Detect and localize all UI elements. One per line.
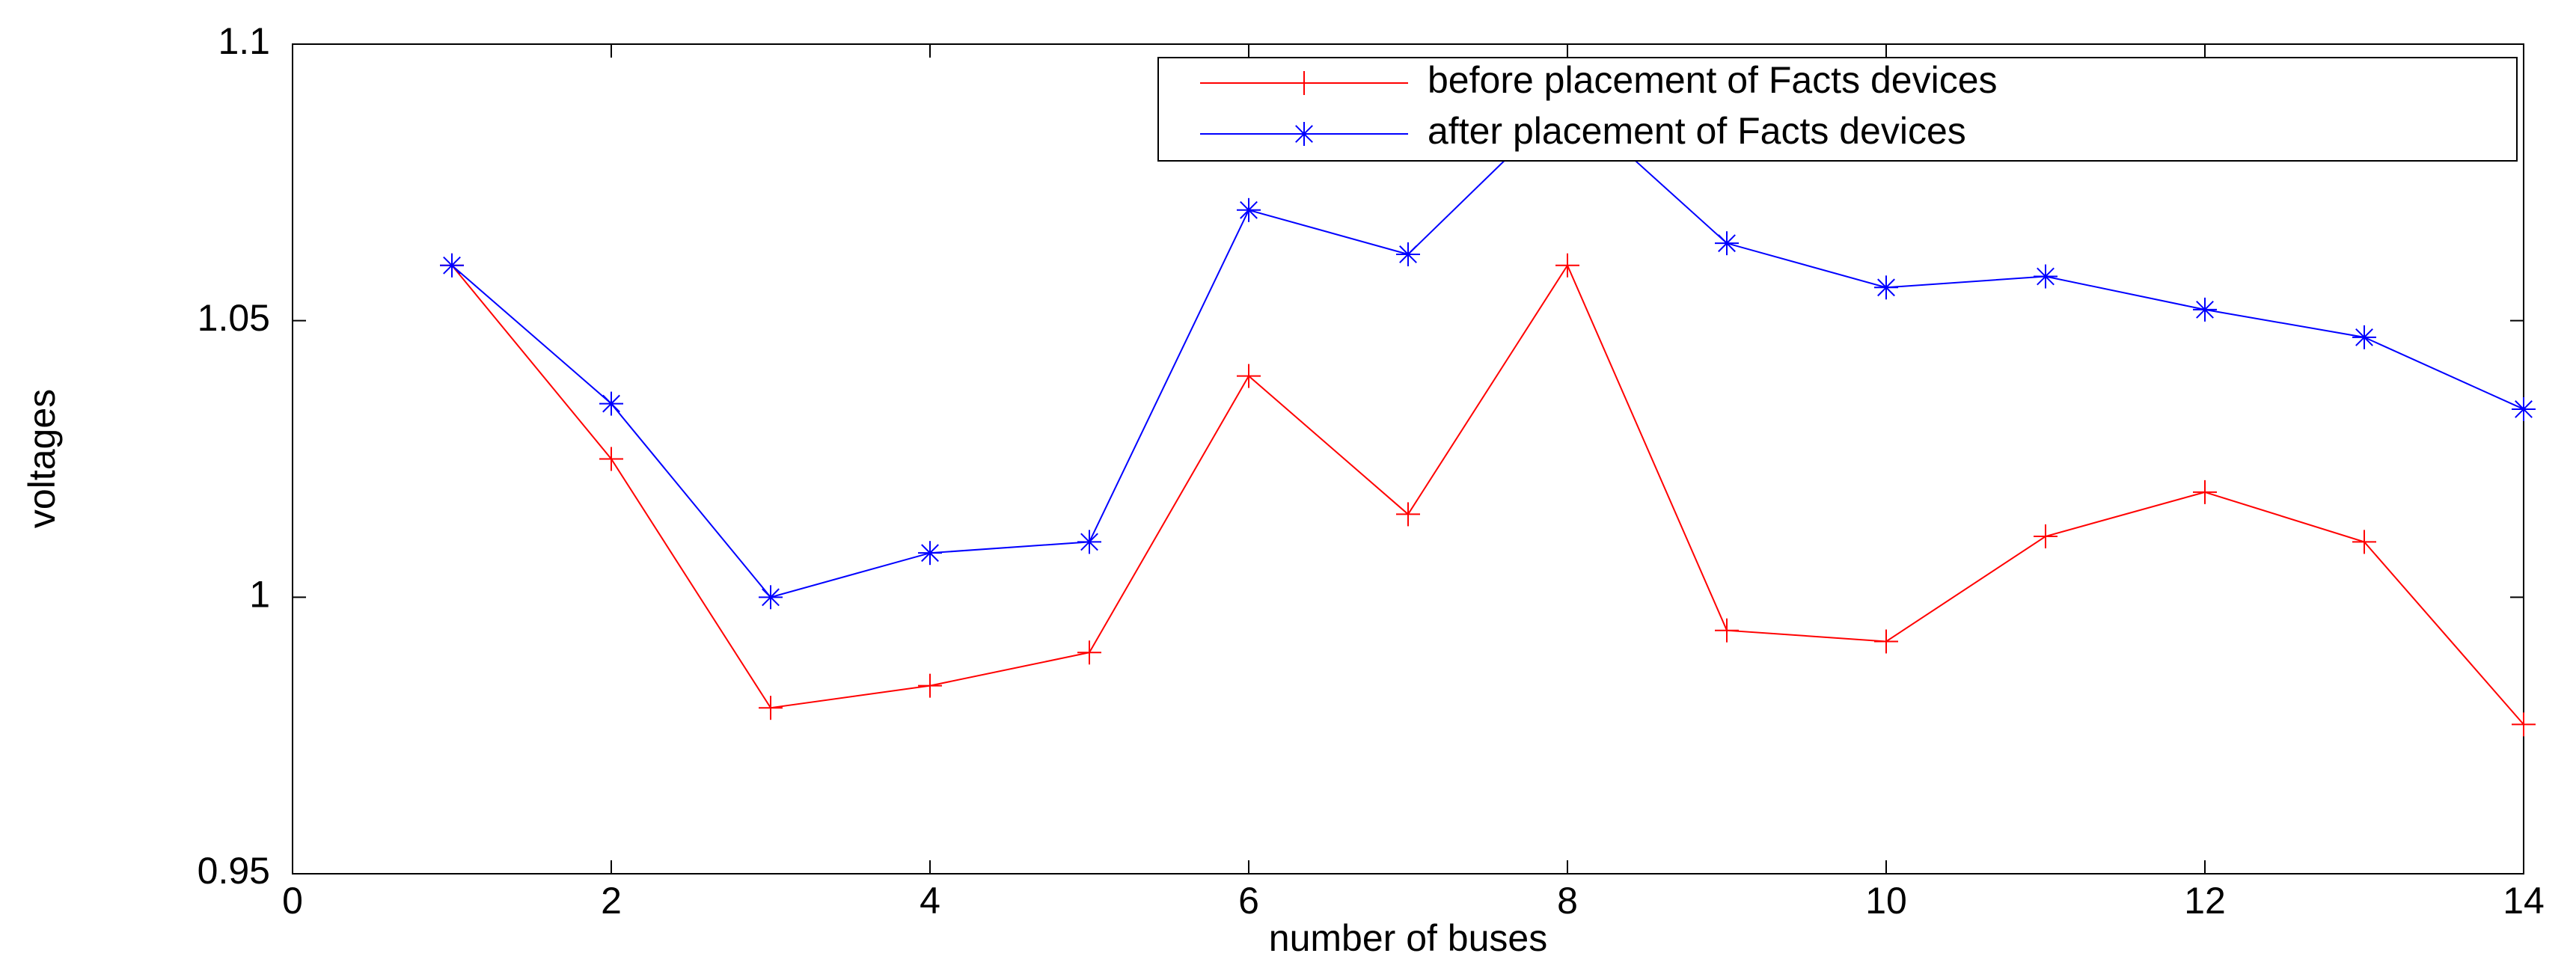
- marker: [2512, 396, 2536, 421]
- y-tick-label: 1: [249, 574, 270, 616]
- y-axis-label: voltages: [21, 389, 63, 528]
- marker: [759, 696, 783, 720]
- marker: [2193, 480, 2217, 504]
- marker: [1715, 231, 1739, 256]
- series-line: [451, 263, 2524, 726]
- marker: [440, 253, 464, 278]
- x-tick-label: 14: [2503, 880, 2545, 922]
- legend-marker: [1292, 122, 1316, 146]
- marker: [918, 673, 942, 698]
- marker: [599, 447, 623, 471]
- legend-box: [1157, 57, 2518, 162]
- marker: [1396, 242, 1420, 266]
- marker-stroke: [602, 394, 620, 413]
- marker: [1874, 275, 1898, 300]
- legend-label: before placement of Facts devices: [1428, 59, 1998, 101]
- marker: [1077, 530, 1101, 554]
- marker-stroke: [1080, 533, 1098, 551]
- marker: [2193, 297, 2217, 322]
- x-tick-label: 8: [1557, 880, 1578, 922]
- x-tick-label: 0: [282, 880, 303, 922]
- y-tick-label: 1.1: [218, 20, 270, 62]
- plot-frame: [292, 43, 2524, 875]
- marker: [2034, 264, 2058, 289]
- marker-stroke: [1240, 200, 1258, 219]
- marker-stroke: [1877, 278, 1895, 297]
- marker: [1396, 502, 1420, 527]
- marker: [2034, 524, 2058, 549]
- series-line: [451, 98, 2524, 598]
- marker: [1237, 197, 1261, 222]
- marker: [918, 541, 942, 566]
- marker: [2352, 325, 2376, 349]
- marker: [1715, 618, 1739, 643]
- marker: [1077, 640, 1101, 665]
- x-tick-label: 2: [601, 880, 622, 922]
- marker: [2512, 712, 2536, 737]
- legend-marker: [1292, 71, 1316, 95]
- marker: [759, 585, 783, 610]
- x-tick-label: 4: [920, 880, 940, 922]
- x-tick-label: 6: [1238, 880, 1259, 922]
- marker-stroke: [2037, 267, 2055, 286]
- x-axis-label: number of buses: [1269, 917, 1547, 959]
- marker: [1555, 253, 1579, 278]
- marker-stroke: [921, 544, 939, 563]
- marker: [2352, 530, 2376, 554]
- marker-stroke: [1295, 125, 1313, 143]
- marker: [1874, 629, 1898, 654]
- marker-stroke: [762, 588, 780, 607]
- legend-label: after placement of Facts devices: [1428, 110, 1966, 152]
- marker-stroke: [1399, 245, 1417, 263]
- marker: [599, 391, 623, 416]
- x-tick-label: 12: [2184, 880, 2226, 922]
- marker-stroke: [2355, 328, 2373, 346]
- x-tick-label: 10: [1865, 880, 1907, 922]
- y-tick-label: 1.05: [198, 297, 270, 339]
- y-tick-label: 0.95: [198, 850, 270, 892]
- marker-stroke: [2515, 400, 2533, 418]
- marker-stroke: [443, 256, 461, 275]
- marker-stroke: [2196, 300, 2214, 319]
- marker-stroke: [1718, 234, 1736, 253]
- marker: [1237, 364, 1261, 388]
